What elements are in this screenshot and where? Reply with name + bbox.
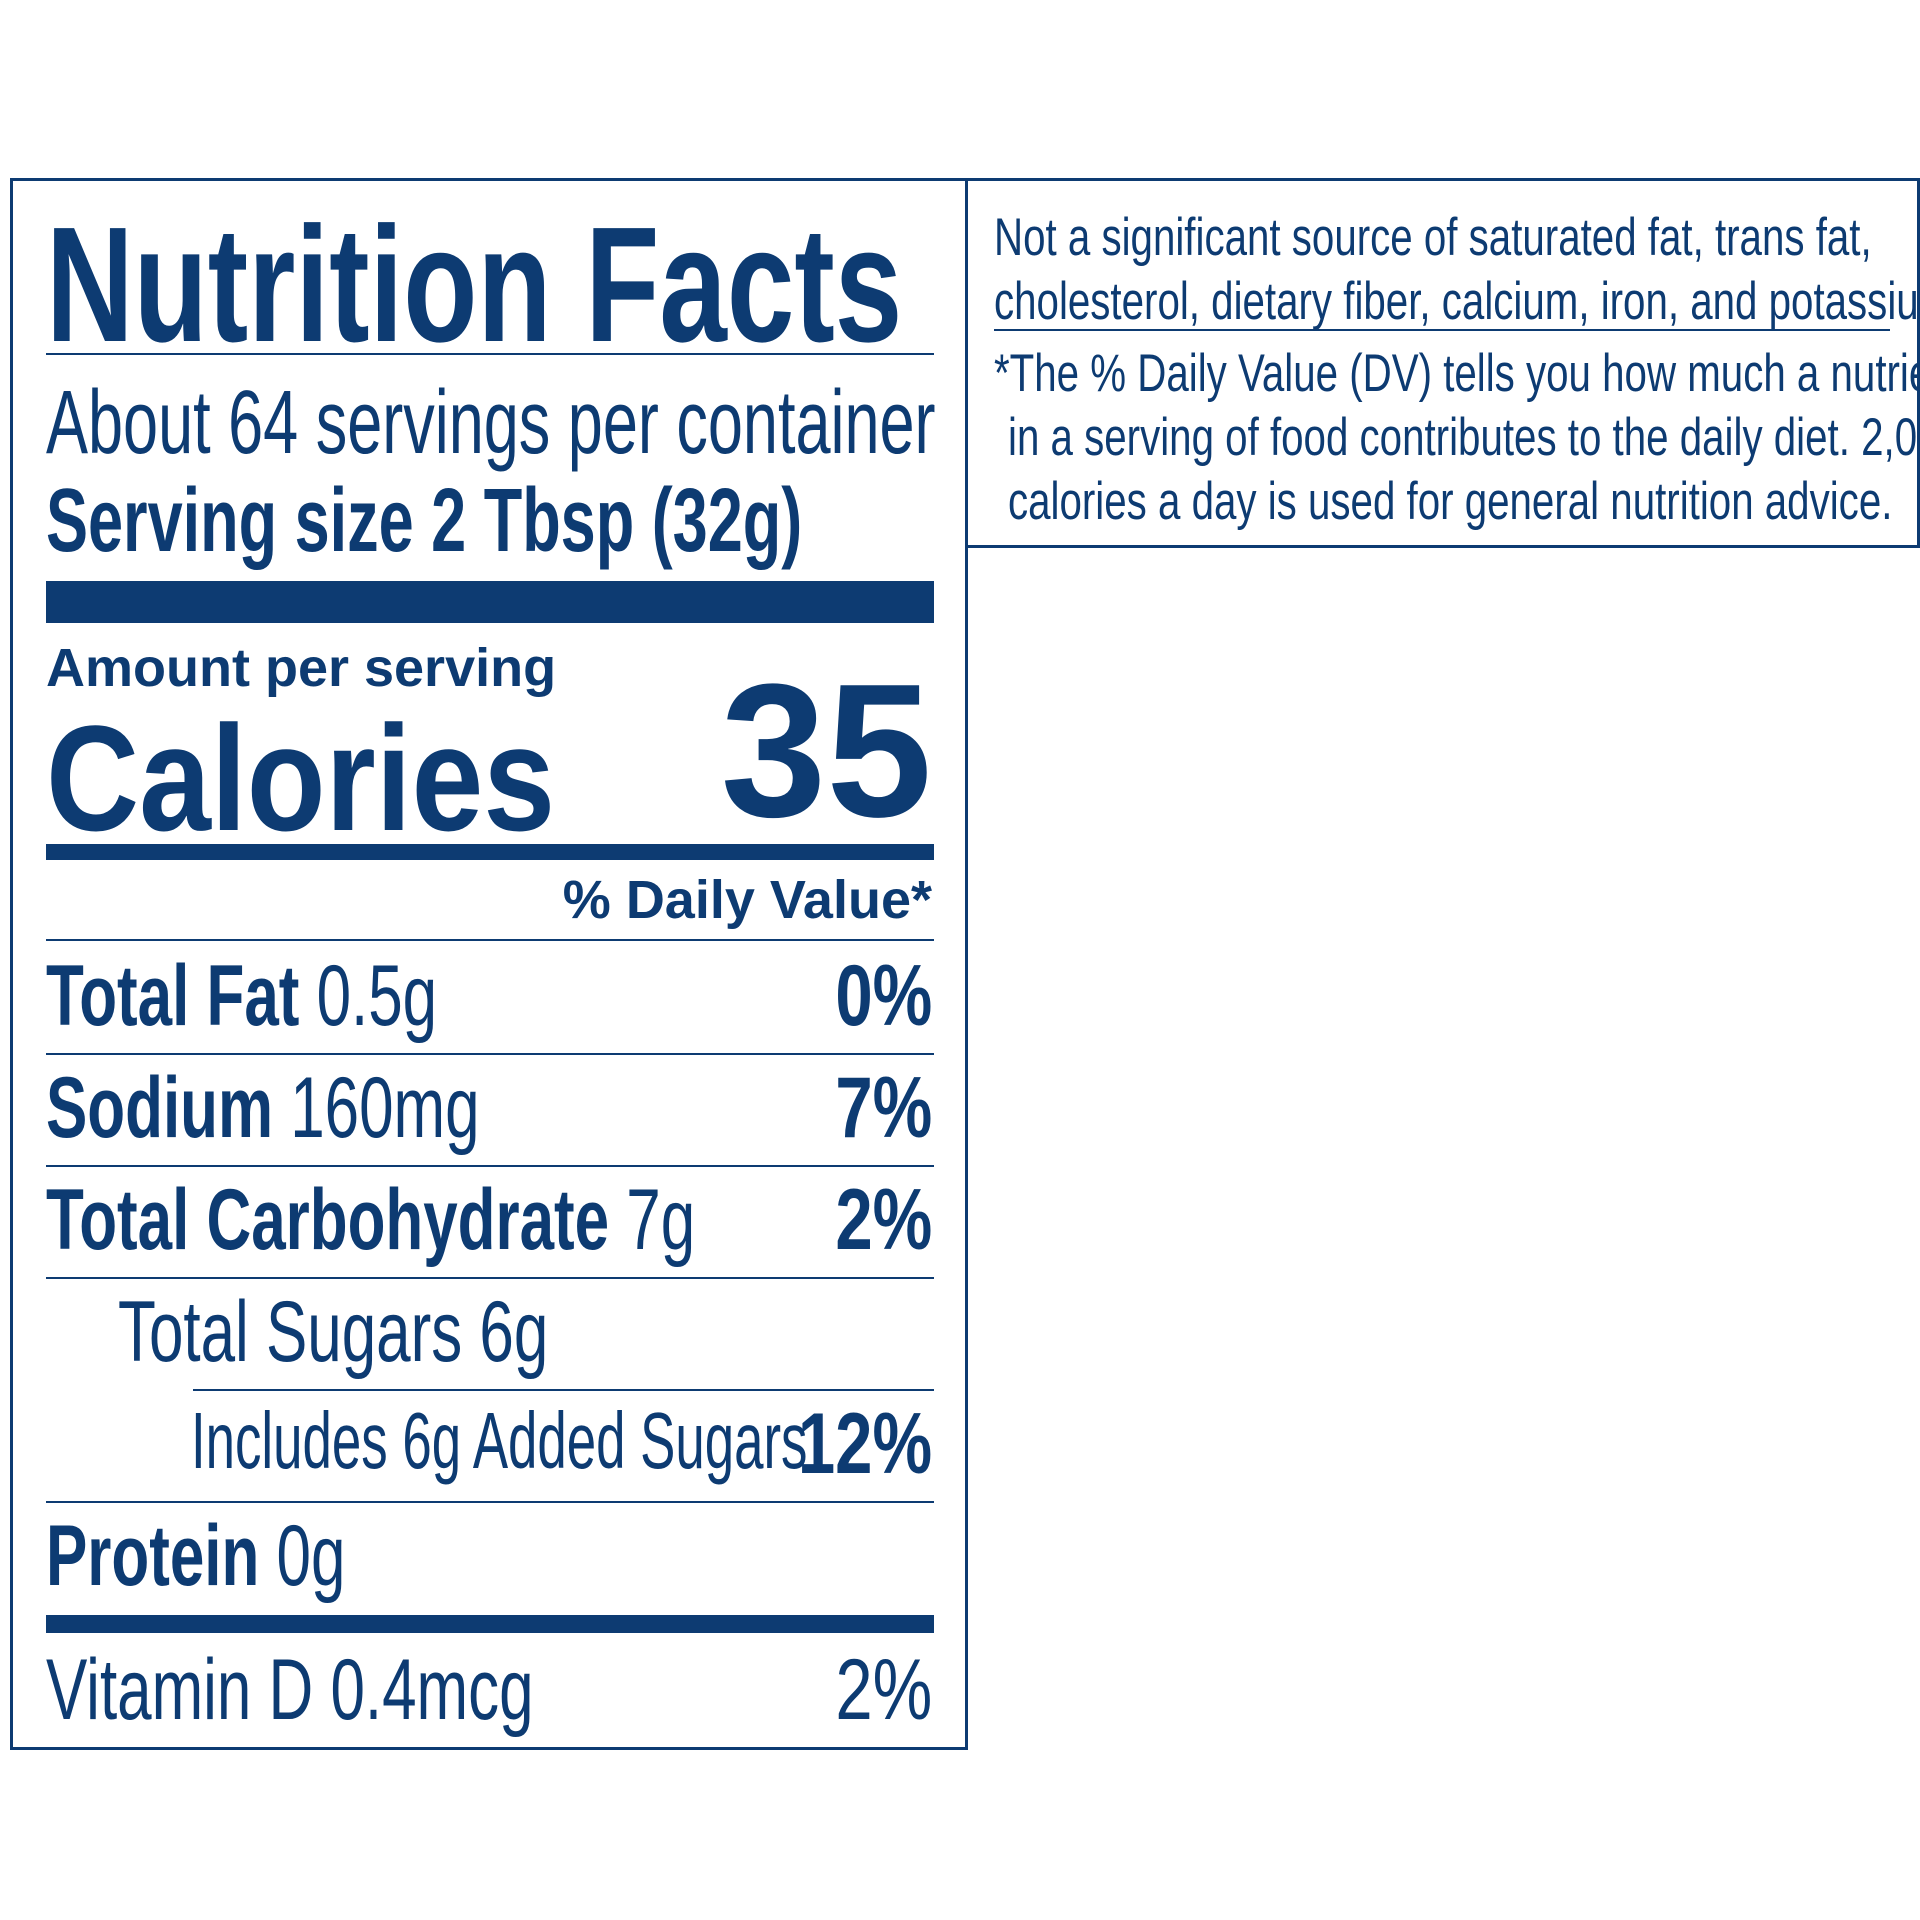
nutrient-amount: 160mg xyxy=(290,1060,480,1156)
divider xyxy=(46,1277,934,1279)
divider xyxy=(994,329,1890,331)
nutrient-name: Protein xyxy=(46,1508,260,1604)
nutrient-dv: 7% xyxy=(835,1060,932,1156)
footnote-line: in a serving of food contributes to the … xyxy=(1008,408,1920,467)
nutrient-row-total-fat: Total Fat 0.5g xyxy=(46,953,589,1039)
nutrient-name: Total Carbohydrate xyxy=(46,1172,610,1268)
calories-value: 35 xyxy=(720,645,932,857)
nutrient-amount: 0g xyxy=(276,1508,346,1604)
nutrient-dv: 12% xyxy=(797,1396,932,1492)
footnote-line: *The % Daily Value (DV) tells you how mu… xyxy=(994,344,1920,403)
nutrient-amount: 0.5g xyxy=(316,948,438,1044)
servings-per-container: About 64 servings per container xyxy=(46,373,936,473)
nutrient-dv: 0% xyxy=(835,948,932,1044)
footnote-panel: Not a significant source of saturated fa… xyxy=(965,178,1920,548)
daily-value-header: % Daily Value* xyxy=(562,870,932,930)
nutrient-name: Sodium xyxy=(46,1060,274,1156)
divider xyxy=(46,1165,934,1167)
nutrient-row-sodium: Sodium 160mg xyxy=(46,1065,648,1151)
footnote-line: Not a significant source of saturated fa… xyxy=(994,208,1872,267)
nutrient-name: Total Fat xyxy=(46,948,300,1044)
medium-divider xyxy=(46,844,934,860)
nutrient-amount: 7g xyxy=(626,1172,696,1268)
serving-size: Serving size 2 Tbsp (32g) xyxy=(46,471,803,571)
thick-divider xyxy=(46,581,934,623)
nutrient-row-added-sugars: Includes 6g Added Sugars xyxy=(191,1396,808,1485)
divider xyxy=(46,1053,934,1055)
nutrient-row-total-sugars: Total Sugars 6g xyxy=(118,1284,549,1380)
divider xyxy=(193,1389,934,1391)
thick-divider xyxy=(46,1615,934,1633)
divider xyxy=(46,1501,934,1503)
divider xyxy=(46,353,934,355)
nutrient-dv: 2% xyxy=(835,1172,932,1268)
footnote-line: cholesterol, dietary fiber, calcium, iro… xyxy=(994,272,1920,331)
footnote-line: calories a day is used for general nutri… xyxy=(1008,472,1893,531)
nutrition-facts-panel: Nutrition Facts About 64 servings per co… xyxy=(10,178,968,1750)
nutrient-row-total-carbohydrate: Total Carbohydrate 7g xyxy=(46,1177,948,1263)
nutrient-dv: 2% xyxy=(835,1642,932,1738)
amount-per-serving: Amount per serving xyxy=(46,638,557,698)
nutrient-row-vitamin-d: Vitamin D 0.4mcg xyxy=(46,1642,534,1738)
divider xyxy=(46,939,934,941)
nutrient-row-protein: Protein 0g xyxy=(46,1513,462,1599)
calories-label: Calories xyxy=(46,694,556,862)
nutrition-facts-title: Nutrition Facts xyxy=(46,193,903,376)
